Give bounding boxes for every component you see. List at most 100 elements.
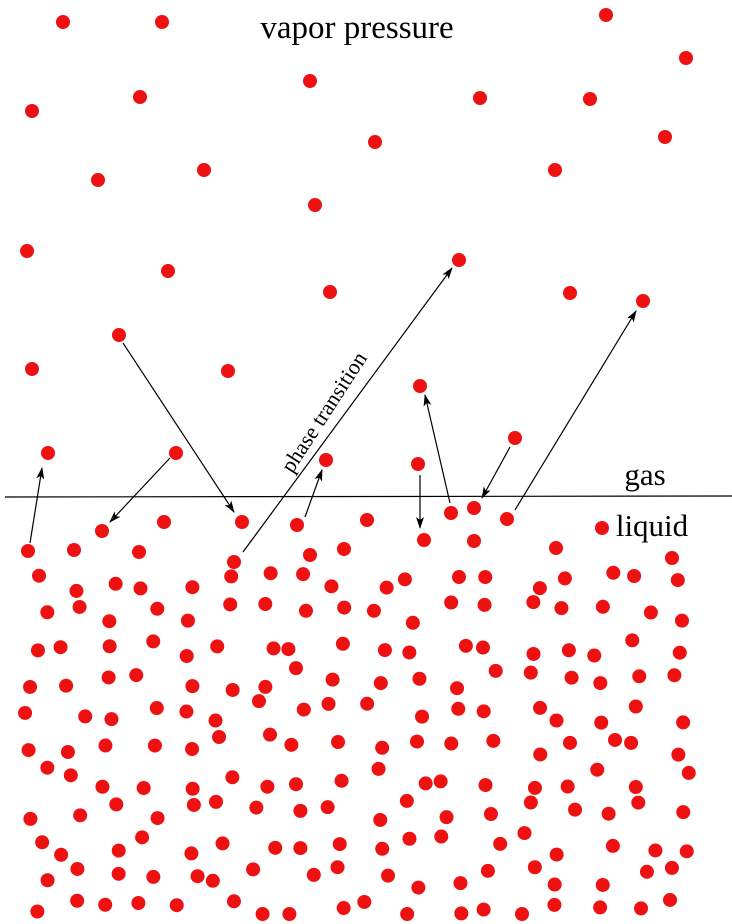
arrow (29, 467, 45, 544)
molecule (624, 735, 639, 750)
arrow (481, 446, 511, 499)
molecule (155, 15, 169, 29)
molecule (375, 740, 390, 755)
molecule (375, 841, 390, 856)
molecule (402, 831, 417, 846)
molecule (60, 745, 75, 760)
molecule (360, 696, 375, 711)
molecule (450, 681, 465, 696)
molecule (133, 90, 147, 104)
molecule (451, 701, 466, 716)
molecule (334, 773, 349, 788)
molecule (56, 15, 70, 29)
molecule (594, 715, 609, 730)
molecule (595, 599, 610, 614)
molecule (321, 696, 336, 711)
molecule (360, 513, 374, 527)
molecule (674, 613, 689, 628)
molecule (412, 671, 427, 686)
molecule (583, 92, 597, 106)
molecule (381, 868, 396, 883)
molecule (670, 573, 685, 588)
molecule (508, 431, 522, 445)
molecule (488, 663, 503, 678)
molecule (402, 645, 417, 660)
gas-label: gas (624, 457, 665, 492)
molecule (377, 643, 392, 658)
arrow (423, 394, 451, 504)
molecule (150, 811, 165, 826)
molecule (625, 633, 640, 648)
molecule (648, 843, 663, 858)
molecule (523, 795, 538, 810)
molecule (95, 524, 109, 538)
molecule (373, 812, 388, 827)
molecule (136, 780, 151, 795)
molecule (179, 648, 194, 663)
arrow (304, 469, 323, 518)
molecule (439, 810, 454, 825)
molecule (185, 679, 200, 694)
molecule (221, 364, 235, 378)
molecule (161, 264, 175, 278)
molecule (78, 709, 93, 724)
molecule (568, 802, 583, 817)
molecule (40, 760, 55, 775)
molecule (35, 835, 50, 850)
molecule (533, 700, 548, 715)
molecule (266, 641, 281, 656)
molecule (452, 253, 466, 267)
molecule (288, 777, 303, 792)
molecule (676, 715, 691, 730)
molecule (306, 867, 321, 882)
molecule (109, 797, 124, 812)
molecule (111, 843, 126, 858)
molecule (476, 902, 491, 917)
molecule (32, 568, 47, 583)
molecule (104, 712, 119, 727)
molecule (132, 545, 146, 559)
molecule (663, 892, 678, 907)
molecule (185, 781, 200, 796)
molecule (325, 672, 340, 687)
molecule (23, 679, 38, 694)
molecule (477, 597, 492, 612)
molecule (400, 907, 415, 921)
molecule (411, 880, 426, 895)
molecule (67, 543, 81, 557)
molecule (548, 163, 562, 177)
molecule (665, 551, 679, 565)
molecule (330, 860, 345, 875)
molecule (323, 285, 337, 299)
molecule (235, 515, 249, 529)
molecule (564, 670, 579, 685)
molecule (486, 733, 501, 748)
molecule (296, 702, 311, 717)
molecule (72, 599, 87, 614)
molecule (366, 603, 381, 618)
molecule (149, 701, 164, 716)
molecule (405, 615, 420, 630)
molecule (606, 565, 621, 580)
molecule (146, 869, 161, 884)
molecule (676, 805, 691, 820)
molecule (111, 866, 126, 881)
molecule (21, 544, 35, 558)
molecule (40, 605, 55, 620)
molecule (69, 583, 84, 598)
molecule (628, 779, 643, 794)
molecule (444, 595, 459, 610)
arrow (514, 310, 637, 511)
molecule (493, 836, 508, 851)
molecule (212, 729, 227, 744)
molecule (527, 860, 542, 875)
molecule (157, 515, 171, 529)
molecule (547, 897, 562, 912)
molecule (246, 862, 261, 877)
molecule (293, 803, 308, 818)
molecule (263, 727, 278, 742)
molecule (563, 286, 577, 300)
molecule (73, 808, 88, 823)
molecule (133, 581, 148, 596)
